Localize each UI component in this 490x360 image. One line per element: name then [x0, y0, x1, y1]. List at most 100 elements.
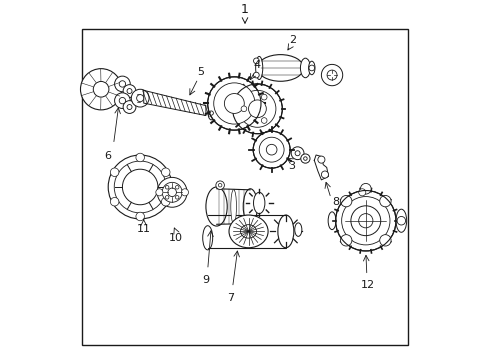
Circle shape [115, 93, 130, 108]
Circle shape [137, 95, 144, 102]
Circle shape [119, 98, 125, 104]
Ellipse shape [208, 106, 215, 120]
Circle shape [119, 81, 125, 87]
Ellipse shape [203, 226, 213, 250]
Circle shape [342, 197, 390, 245]
Text: 9: 9 [202, 275, 210, 285]
Circle shape [291, 147, 304, 159]
Circle shape [253, 131, 290, 168]
Text: 10: 10 [169, 233, 183, 243]
Circle shape [241, 106, 247, 112]
Ellipse shape [328, 212, 336, 230]
Circle shape [380, 235, 391, 246]
Text: 2: 2 [290, 35, 296, 45]
Ellipse shape [295, 223, 302, 237]
Circle shape [136, 212, 145, 221]
Ellipse shape [309, 61, 315, 75]
Circle shape [208, 77, 261, 130]
Text: 8: 8 [332, 197, 339, 207]
Text: 3: 3 [288, 161, 295, 171]
Circle shape [114, 161, 166, 213]
Circle shape [248, 100, 267, 118]
Circle shape [122, 169, 158, 205]
Circle shape [219, 184, 222, 187]
Text: 1: 1 [241, 4, 249, 17]
Ellipse shape [278, 215, 294, 248]
Circle shape [162, 183, 182, 202]
Circle shape [181, 189, 189, 196]
Circle shape [165, 195, 169, 199]
Circle shape [341, 235, 352, 246]
Ellipse shape [241, 225, 257, 238]
Circle shape [224, 94, 245, 113]
Circle shape [216, 181, 224, 189]
Text: 11: 11 [137, 224, 151, 234]
Polygon shape [314, 155, 328, 180]
Bar [217, 189, 250, 224]
Circle shape [162, 168, 170, 176]
Circle shape [359, 189, 366, 196]
Circle shape [233, 84, 282, 134]
Ellipse shape [206, 187, 227, 226]
Circle shape [351, 206, 381, 236]
Circle shape [127, 89, 132, 94]
Circle shape [259, 137, 284, 162]
Circle shape [321, 64, 343, 86]
Circle shape [80, 69, 122, 110]
Circle shape [309, 65, 315, 71]
Circle shape [127, 104, 132, 109]
Circle shape [239, 90, 276, 127]
Ellipse shape [231, 190, 237, 224]
Circle shape [93, 81, 109, 97]
Text: 5: 5 [197, 67, 204, 77]
Circle shape [136, 153, 145, 162]
Circle shape [123, 85, 136, 98]
Circle shape [261, 94, 267, 100]
Circle shape [397, 216, 406, 225]
Circle shape [110, 168, 119, 176]
Circle shape [301, 154, 310, 163]
Circle shape [341, 195, 352, 207]
Circle shape [380, 195, 391, 207]
Circle shape [110, 198, 119, 206]
Text: 4: 4 [254, 60, 261, 70]
Circle shape [336, 190, 396, 251]
Ellipse shape [243, 189, 257, 224]
Circle shape [214, 83, 255, 124]
Circle shape [108, 155, 172, 219]
Bar [208, 215, 286, 248]
Polygon shape [144, 90, 206, 116]
Circle shape [361, 184, 371, 194]
Circle shape [253, 72, 259, 78]
Circle shape [253, 58, 259, 64]
Ellipse shape [229, 215, 268, 248]
Circle shape [267, 144, 277, 155]
Circle shape [209, 111, 213, 115]
Circle shape [327, 70, 337, 80]
Circle shape [115, 76, 130, 92]
Ellipse shape [253, 192, 265, 213]
Ellipse shape [256, 57, 263, 80]
Circle shape [131, 89, 149, 107]
Circle shape [157, 177, 187, 207]
Ellipse shape [257, 55, 304, 81]
Bar [81, 29, 409, 345]
Ellipse shape [396, 209, 407, 232]
Circle shape [321, 171, 328, 178]
Circle shape [162, 198, 170, 206]
Circle shape [123, 101, 136, 113]
Circle shape [359, 213, 373, 228]
Text: 12: 12 [361, 280, 375, 291]
Text: 7: 7 [227, 293, 234, 302]
Text: 6: 6 [105, 152, 112, 161]
Circle shape [165, 185, 169, 189]
Circle shape [156, 189, 163, 196]
Circle shape [304, 157, 307, 160]
Circle shape [295, 151, 300, 156]
Circle shape [318, 156, 325, 163]
Circle shape [175, 195, 179, 199]
Ellipse shape [300, 58, 310, 78]
Circle shape [168, 188, 176, 197]
Circle shape [261, 118, 267, 123]
Circle shape [175, 185, 179, 189]
